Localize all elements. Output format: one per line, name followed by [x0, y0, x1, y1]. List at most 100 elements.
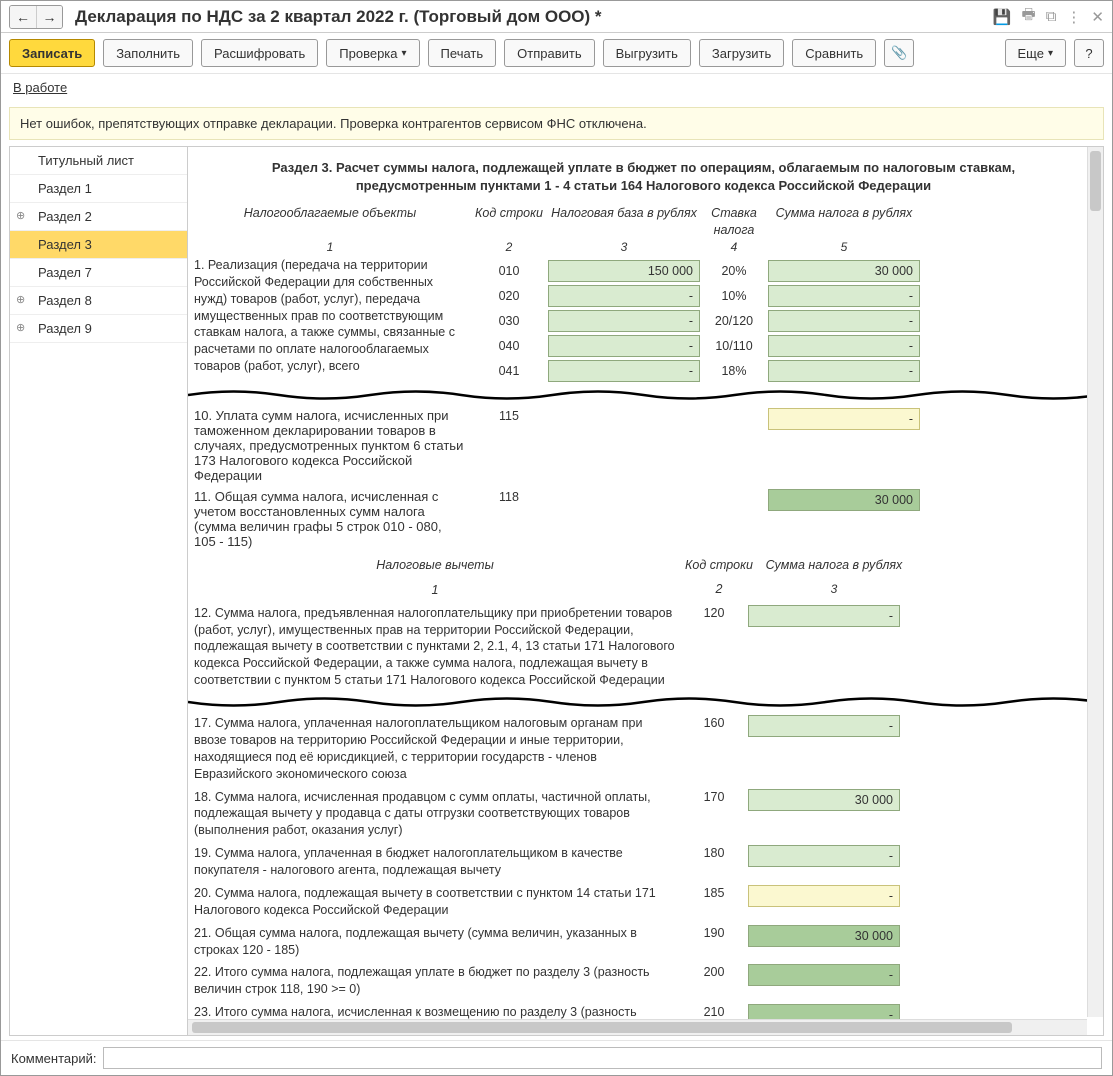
sub2-2: 2: [684, 582, 754, 599]
sum-input[interactable]: -: [768, 360, 920, 382]
sum-input[interactable]: -: [748, 964, 900, 986]
row-code: 030: [474, 314, 544, 328]
sum-input[interactable]: -: [748, 845, 900, 867]
save-button[interactable]: Записать: [9, 39, 95, 67]
sum-input[interactable]: -: [748, 715, 900, 737]
fill-button[interactable]: Заполнить: [103, 39, 193, 67]
export-button[interactable]: Выгрузить: [603, 39, 691, 67]
subheader-row-2: 1 2 3: [194, 582, 1093, 599]
back-button[interactable]: ←: [10, 6, 36, 28]
hdr-rate: Ставка налога: [704, 205, 764, 238]
tear-2: [188, 695, 1099, 709]
row-code: 118: [474, 489, 544, 504]
row-rate: 20%: [704, 264, 764, 278]
row-desc: 22. Итого сумма налога, подлежащая уплат…: [194, 964, 684, 998]
hdr-base: Налоговая база в рублях: [544, 205, 704, 221]
sum-input[interactable]: 30 000: [768, 489, 920, 511]
section-title: Раздел 3. Расчет суммы налога, подлежаще…: [254, 159, 1033, 195]
content: Раздел 3. Расчет суммы налога, подлежаще…: [188, 147, 1103, 1035]
row-desc: 12. Сумма налога, предъявленная налогопл…: [194, 605, 684, 689]
status-link[interactable]: В работе: [13, 80, 67, 95]
sidebar-item[interactable]: Раздел 7: [10, 259, 187, 287]
hdr-sum: Сумма налога в рублях: [764, 205, 924, 221]
close-icon[interactable]: ✕: [1091, 8, 1104, 26]
forward-button[interactable]: →: [36, 6, 62, 28]
save-icon[interactable]: 💾: [993, 8, 1012, 26]
sidebar-item[interactable]: Раздел 8: [10, 287, 187, 315]
sub-5: 5: [764, 240, 924, 254]
tax-row: 040-10/110-: [474, 335, 1093, 357]
sub2-3: 3: [754, 582, 914, 599]
sum-input[interactable]: -: [748, 605, 900, 627]
row-desc: 21. Общая сумма налога, подлежащая вычет…: [194, 925, 684, 959]
sidebar-item[interactable]: Раздел 3: [10, 231, 187, 259]
menu-icon[interactable]: ⋮: [1066, 8, 1081, 26]
deduction-row: 12. Сумма налога, предъявленная налогопл…: [194, 605, 1093, 689]
base-input[interactable]: 150 000: [548, 260, 700, 282]
info-bar: Нет ошибок, препятствующих отправке декл…: [9, 107, 1104, 140]
header-row-1: Налогооблагаемые объекты Код строки Нало…: [194, 205, 1093, 238]
sidebar-item[interactable]: Раздел 9: [10, 315, 187, 343]
deduction-row: 19. Сумма налога, уплаченная в бюджет на…: [194, 845, 1093, 879]
sum-input[interactable]: 30 000: [748, 789, 900, 811]
sidebar-item[interactable]: Титульный лист: [10, 147, 187, 175]
sidebar-item[interactable]: Раздел 2: [10, 203, 187, 231]
sum-input[interactable]: -: [768, 335, 920, 357]
scrollbar-horizontal[interactable]: [188, 1019, 1087, 1035]
row-desc: 18. Сумма налога, исчисленная продавцом …: [194, 789, 684, 840]
deduction-row: 20. Сумма налога, подлежащая вычету в со…: [194, 885, 1093, 919]
mid-row: 11. Общая сумма налога, исчисленная с уч…: [194, 489, 1093, 549]
row-code: 180: [684, 845, 744, 860]
import-button[interactable]: Загрузить: [699, 39, 784, 67]
print-button[interactable]: Печать: [428, 39, 497, 67]
send-button[interactable]: Отправить: [504, 39, 594, 67]
sum-input[interactable]: 30 000: [768, 260, 920, 282]
sum-input[interactable]: 30 000: [748, 925, 900, 947]
row-code: 170: [684, 789, 744, 804]
row-code: 040: [474, 339, 544, 353]
preview-icon[interactable]: ⧉: [1046, 8, 1057, 25]
sub2-1: 1: [194, 582, 684, 599]
row-rate: 20/120: [704, 314, 764, 328]
deduction-row: 18. Сумма налога, исчисленная продавцом …: [194, 789, 1093, 840]
decode-button[interactable]: Расшифровать: [201, 39, 318, 67]
sub-3: 3: [544, 240, 704, 254]
row-code: 185: [684, 885, 744, 900]
check-button[interactable]: Проверка: [326, 39, 419, 67]
row-rate: 10/110: [704, 339, 764, 353]
base-input[interactable]: -: [548, 310, 700, 332]
attach-button[interactable]: 📎: [884, 39, 914, 67]
row-code: 041: [474, 364, 544, 378]
comment-input[interactable]: [103, 1047, 1103, 1069]
base-input[interactable]: -: [548, 285, 700, 307]
hdr-objects: Налогооблагаемые объекты: [194, 205, 474, 221]
sum-input[interactable]: -: [748, 885, 900, 907]
hdr-code: Код строки: [474, 205, 544, 221]
more-button[interactable]: Еще: [1005, 39, 1066, 67]
sidebar-item[interactable]: Раздел 1: [10, 175, 187, 203]
help-button[interactable]: ?: [1074, 39, 1104, 67]
app-window: ← → Декларация по НДС за 2 квартал 2022 …: [0, 0, 1113, 1076]
sub-4: 4: [704, 240, 764, 254]
sub-1: 1: [194, 240, 474, 254]
window-icons: 💾 🖶 ⧉ ⋮ ✕: [993, 4, 1104, 29]
row-code: 020: [474, 289, 544, 303]
base-input[interactable]: -: [548, 360, 700, 382]
hdr2-2: Код строки: [684, 557, 754, 574]
tax-row: 010150 00020%30 000: [474, 260, 1093, 282]
block-1: 1. Реализация (передача на территории Ро…: [194, 257, 1093, 385]
sum-input[interactable]: -: [768, 408, 920, 430]
compare-button[interactable]: Сравнить: [792, 39, 876, 67]
row-desc: 17. Сумма налога, уплаченная налогоплате…: [194, 715, 684, 783]
row-desc: 20. Сумма налога, подлежащая вычету в со…: [194, 885, 684, 919]
scrollbar-vertical[interactable]: [1087, 147, 1103, 1017]
desc-1: 1. Реализация (передача на территории Ро…: [194, 257, 474, 375]
sum-input[interactable]: -: [768, 285, 920, 307]
deduction-row: 17. Сумма налога, уплаченная налогоплате…: [194, 715, 1093, 783]
base-input[interactable]: -: [548, 335, 700, 357]
print-icon[interactable]: 🖶: [1022, 4, 1036, 29]
tax-row: 030-20/120-: [474, 310, 1093, 332]
hdr2-1: Налоговые вычеты: [194, 557, 684, 574]
comment-label: Комментарий:: [11, 1051, 97, 1066]
sum-input[interactable]: -: [768, 310, 920, 332]
